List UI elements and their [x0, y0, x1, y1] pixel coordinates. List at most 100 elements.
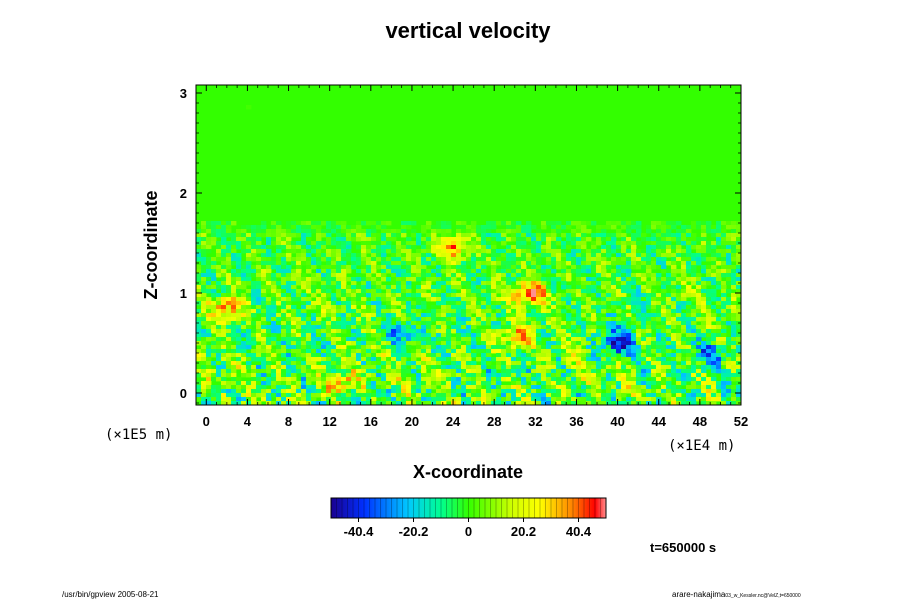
heatmap-cell: [711, 389, 717, 394]
heatmap-cell: [251, 229, 257, 234]
heatmap-cell: [506, 269, 512, 274]
x-tick-label: 32: [528, 414, 542, 429]
heatmap-cell: [381, 257, 387, 262]
heatmap-cell: [361, 297, 367, 302]
heatmap-cell: [241, 229, 247, 234]
heatmap-cell: [661, 301, 667, 306]
heatmap-cell: [281, 313, 287, 318]
heatmap-cell: [221, 229, 227, 234]
heatmap-cell: [556, 265, 562, 270]
heatmap-cell: [726, 341, 732, 346]
heatmap-cell: [236, 333, 242, 338]
heatmap-cell: [431, 365, 437, 370]
heatmap-cell: [236, 265, 242, 270]
heatmap-cell: [301, 317, 307, 322]
heatmap-cell: [716, 305, 722, 310]
heatmap-cell: [251, 301, 257, 306]
heatmap-cell: [561, 337, 567, 342]
heatmap-cell: [416, 345, 422, 350]
heatmap-cell: [346, 341, 352, 346]
heatmap-cell: [526, 253, 532, 258]
heatmap-cell: [271, 341, 277, 346]
heatmap-cell: [691, 245, 697, 250]
heatmap-cell: [721, 369, 727, 374]
heatmap-cell: [406, 281, 412, 286]
heatmap-cell: [296, 249, 302, 254]
heatmap-cell: [451, 385, 457, 390]
heatmap-cell: [416, 353, 422, 358]
heatmap-cell: [316, 349, 322, 354]
heatmap-cell: [291, 345, 297, 350]
heatmap-cell: [441, 349, 447, 354]
heatmap-cell: [531, 293, 537, 298]
heatmap-cell: [531, 349, 537, 354]
heatmap-cell: [336, 289, 342, 294]
heatmap-cell: [686, 385, 692, 390]
heatmap-cell: [481, 273, 487, 278]
heatmap-cell: [566, 261, 572, 266]
heatmap-cell: [631, 385, 637, 390]
heatmap-cell: [271, 221, 277, 226]
heatmap-cell: [706, 397, 712, 402]
heatmap-cell: [441, 365, 447, 370]
heatmap-cell: [436, 345, 442, 350]
heatmap-cell: [301, 333, 307, 338]
heatmap-cell: [536, 333, 542, 338]
heatmap-cell: [641, 277, 647, 282]
heatmap-cell: [541, 349, 547, 354]
heatmap-cell: [306, 237, 312, 242]
heatmap-cell: [381, 341, 387, 346]
heatmap-cell: [676, 293, 682, 298]
heatmap-cell: [351, 301, 357, 306]
heatmap-cell: [461, 385, 467, 390]
heatmap-cell: [231, 401, 237, 406]
heatmap-cell: [691, 257, 697, 262]
heatmap-cell: [231, 245, 237, 250]
heatmap-cell: [231, 321, 237, 326]
heatmap-cell: [561, 361, 567, 366]
heatmap-cell: [636, 253, 642, 258]
heatmap-cell: [356, 317, 362, 322]
heatmap-cell: [196, 349, 202, 354]
heatmap-cell: [546, 313, 552, 318]
heatmap-cell: [411, 333, 417, 338]
heatmap-cell: [731, 349, 737, 354]
heatmap-cell: [421, 317, 427, 322]
heatmap-cell: [266, 345, 272, 350]
heatmap-cell: [431, 337, 437, 342]
x-tick-label: 28: [487, 414, 501, 429]
heatmap-cell: [366, 313, 372, 318]
heatmap-cell: [511, 253, 517, 258]
heatmap-cell: [586, 337, 592, 342]
heatmap-cell: [391, 245, 397, 250]
heatmap-cell: [351, 325, 357, 330]
heatmap-cell: [416, 253, 422, 258]
heatmap-cell: [496, 289, 502, 294]
heatmap-cell: [366, 401, 372, 406]
heatmap-cell: [471, 337, 477, 342]
heatmap-cell: [401, 349, 407, 354]
heatmap-cell: [661, 285, 667, 290]
heatmap-cell: [256, 265, 262, 270]
heatmap-cell: [356, 293, 362, 298]
heatmap-cell: [521, 233, 527, 238]
heatmap-cell: [676, 385, 682, 390]
heatmap-cell: [661, 233, 667, 238]
heatmap-cell: [641, 309, 647, 314]
heatmap-cell: [326, 373, 332, 378]
heatmap-cell: [396, 349, 402, 354]
heatmap-cell: [426, 377, 432, 382]
heatmap-cell: [356, 397, 362, 402]
heatmap-cell: [576, 389, 582, 394]
heatmap-cell: [526, 341, 532, 346]
heatmap-cell: [346, 353, 352, 358]
heatmap-cell: [621, 305, 627, 310]
heatmap-cell: [296, 297, 302, 302]
heatmap-cell: [211, 321, 217, 326]
heatmap-cell: [646, 293, 652, 298]
heatmap-cell: [566, 321, 572, 326]
heatmap-cell: [256, 281, 262, 286]
heatmap-cell: [216, 285, 222, 290]
heatmap-cell: [521, 385, 527, 390]
heatmap-cell: [241, 237, 247, 242]
